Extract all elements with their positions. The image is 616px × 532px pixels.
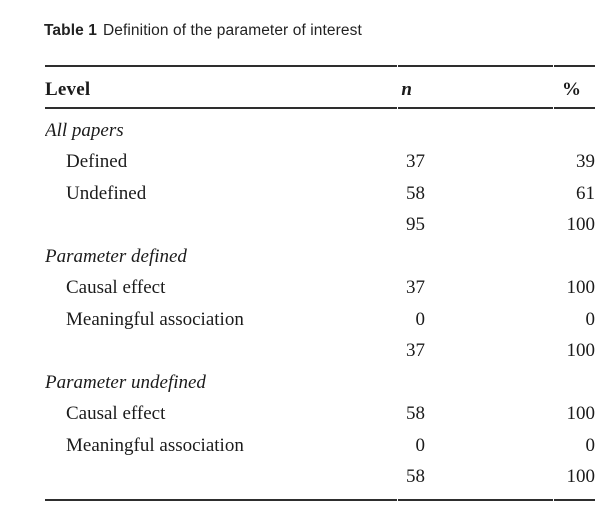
table-row-total: 58 100 [45,462,595,494]
cell-n: 0 [415,434,426,456]
table-row-total: 95 100 [45,210,595,242]
table-row: Causal effect 37 100 [45,273,595,305]
table-row: Defined 37 39 [45,147,595,179]
cell-n: 0 [415,308,426,330]
rule-segment [398,65,553,67]
rule-segment [554,107,595,109]
row-label: Parameter defined [45,245,187,267]
cell-percent: 0 [585,434,596,456]
cell-n: 95 [406,214,425,236]
rule-segment [45,107,397,109]
cell-n: 37 [406,340,425,362]
table-header-row: Level n % [45,67,595,107]
table-caption-title: Definition of the parameter of interest [102,22,362,39]
column-header-level: Level [45,78,91,100]
row-label: Causal effect [66,403,166,425]
table-row-section: All papers [45,115,595,147]
table-rule-bottom [45,499,595,501]
table-row-section: Parameter defined [45,241,595,273]
cell-percent: 100 [566,403,596,425]
cell-percent: 39 [576,151,595,173]
rule-segment [45,65,397,67]
rule-segment [554,499,595,501]
row-label: Undefined [66,182,147,204]
table-caption: Table 1 Definition of the parameter of in… [44,21,362,41]
table-row: Undefined 58 61 [45,178,595,210]
table-row: Meaningful association 0 0 [45,430,595,462]
row-label: Defined [66,151,128,173]
table-row: Meaningful association 0 0 [45,304,595,336]
cell-n: 58 [406,182,425,204]
row-label: Causal effect [66,277,166,299]
cell-percent: 100 [566,466,596,488]
table-body: All papers Defined 37 39 Undefined 58 61… [45,109,595,499]
table-caption-number: Table 1 [44,22,97,39]
cell-percent: 100 [566,277,596,299]
rule-segment [398,107,553,109]
cell-n: 58 [406,466,425,488]
cell-percent: 100 [566,340,596,362]
rule-segment [554,65,595,67]
row-label: Meaningful association [66,434,244,456]
cell-percent: 61 [576,182,595,204]
cell-percent: 100 [566,214,596,236]
table-rule-header [45,107,595,109]
table-row-total: 37 100 [45,336,595,368]
cell-percent: 0 [585,308,596,330]
row-label: Meaningful association [66,308,244,330]
table-row-section: Parameter undefined [45,367,595,399]
table-row: Causal effect 58 100 [45,399,595,431]
table-rule-top [45,65,595,67]
cell-n: 37 [406,151,425,173]
column-header-n: n [401,78,412,100]
data-table: Level n % All papers Defined 37 39 Undef… [45,65,595,501]
row-label: All papers [45,119,124,141]
cell-n: 37 [406,277,425,299]
row-label: Parameter undefined [45,371,206,393]
column-header-percent: % [562,78,581,100]
rule-segment [45,499,397,501]
cell-n: 58 [406,403,425,425]
rule-segment [398,499,553,501]
